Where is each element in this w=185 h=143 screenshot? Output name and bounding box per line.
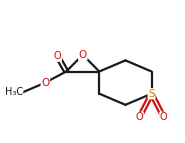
Text: O: O [54,51,61,61]
Text: O: O [160,112,168,122]
Text: S: S [148,89,155,99]
Text: O: O [136,112,143,122]
Text: O: O [79,50,87,60]
Text: H₃C: H₃C [5,87,23,97]
Text: O: O [41,78,49,88]
